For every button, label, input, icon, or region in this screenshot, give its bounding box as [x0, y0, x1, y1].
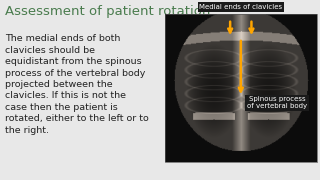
Text: Spinous process
of vertebral body: Spinous process of vertebral body — [247, 96, 307, 109]
Text: The medial ends of both
clavicles should be
equidistant from the spinous
process: The medial ends of both clavicles should… — [5, 34, 148, 135]
Text: Assessment of patient rotation: Assessment of patient rotation — [5, 5, 210, 18]
Text: Medial ends of clavicles: Medial ends of clavicles — [199, 4, 282, 10]
